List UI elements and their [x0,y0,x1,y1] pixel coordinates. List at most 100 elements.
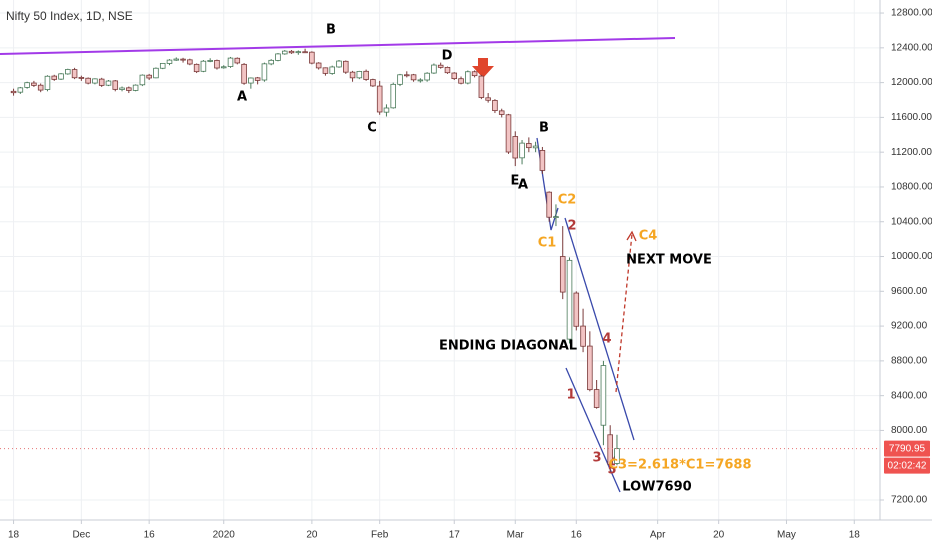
candle-body [214,60,220,69]
x-tick-label: 20 [306,530,318,541]
annotation: A [518,178,528,193]
candle-body [37,84,44,91]
x-tick-label: 17 [449,530,461,541]
candle-body [444,66,451,74]
candle-body [248,77,254,84]
candle-body [376,85,383,113]
grid [0,0,880,520]
candle-body [417,79,424,82]
annotation: 5 [607,463,616,478]
candle-body [336,60,342,68]
drawings [0,37,676,493]
y-tick-label: 12000.00 [891,77,932,88]
y-tick-label: 11200.00 [891,147,932,158]
candle-body [85,77,91,84]
x-tick-label: May [777,530,796,541]
candle-body [410,74,417,81]
y-tick-label: 8000.00 [891,425,928,436]
x-tick-label: Dec [72,530,90,541]
candle-body [559,256,566,293]
candle-body [580,325,586,347]
candle-body [519,142,525,159]
annotation: C4 [639,229,658,244]
candle-body [329,66,335,74]
x-tick-label: Mar [507,530,525,541]
candle-body [566,259,573,340]
x-tick-label: Apr [650,530,666,541]
candle-body [553,216,559,219]
y-tick-label: 12800.00 [891,8,932,19]
candle-body [485,97,491,101]
annotation: LOW7690 [622,480,691,495]
candle-body [424,72,430,81]
y-tick-label: 12400.00 [891,42,932,53]
x-tick-label: 18 [849,530,861,541]
candle-body [234,57,241,64]
candle-body [207,60,213,62]
candle-body [302,51,308,54]
candle-body [349,71,356,79]
candle-body [10,90,17,94]
candles [10,48,620,473]
candle-body [437,64,444,68]
candle-body [51,75,58,80]
annotation: C2 [558,193,577,208]
candle-body [193,63,200,73]
y-tick-label: 9200.00 [891,321,928,332]
candle-body [295,51,302,54]
candle-body [166,59,173,64]
candle-body [119,87,125,90]
countdown-box [884,457,930,474]
candle-body [309,51,315,64]
last-price-label: 7790.95 [889,443,926,454]
countdown-label: 02:02:42 [888,460,927,471]
annotation: C [367,121,377,136]
candle-body [78,76,85,79]
x-tick-label: 16 [571,530,583,541]
candle-body [532,145,539,149]
candle-body [471,71,478,77]
y-tick-label: 11600.00 [891,112,932,123]
candle-body [288,50,295,54]
annotation: B [539,121,549,136]
annotation: 2 [567,219,576,234]
candle-body [200,60,207,72]
diagonal-lower [565,367,621,493]
candle-body [281,50,288,55]
candle-body [526,143,532,149]
candle-body [132,84,139,91]
candle-body [478,75,485,98]
candle-body [431,64,437,74]
candle-body [220,66,227,69]
last-price-box [884,440,930,457]
candle-body [505,114,512,153]
candle-body [370,79,376,87]
y-tick-label: 10400.00 [891,216,932,227]
candle-body [465,71,471,84]
annotation: 4 [602,332,611,347]
candle-body [44,75,51,90]
candle-body [458,78,464,84]
diagonal-upper [564,217,635,441]
candle-body [17,87,24,93]
trend-line [0,37,676,55]
candle-body [227,57,234,67]
candle-body [173,58,180,61]
annotation: C3=2.618*C1=7688 [608,458,751,473]
candle-body [363,70,369,80]
candle-body [573,292,580,327]
candle-body [546,191,552,218]
y-tick-label: 9600.00 [891,286,928,297]
candle-body [71,69,78,79]
annotation: ENDING DIAGONAL [439,339,577,354]
candle-body [539,150,546,171]
projection-arrow [626,230,637,242]
candle-body [322,67,329,74]
candle-body [187,59,193,65]
candle-body [98,78,105,86]
y-tick-label: 8800.00 [891,356,928,367]
candle-body [600,365,607,426]
